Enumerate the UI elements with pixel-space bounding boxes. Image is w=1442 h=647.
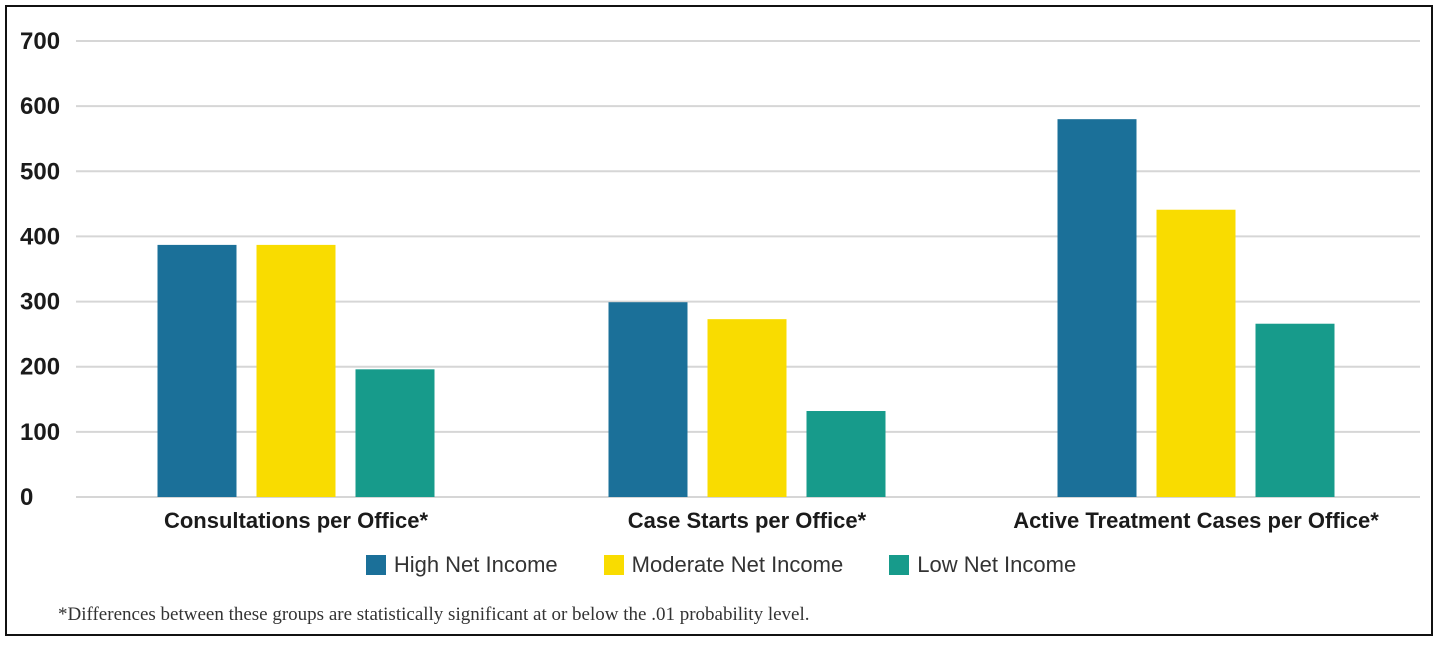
- bar: [806, 411, 886, 497]
- x-axis: Consultations per Office* Case Starts per…: [164, 508, 1379, 533]
- bar: [1156, 209, 1236, 497]
- legend-swatch-high: [365, 555, 386, 575]
- footnote: *Differences between these groups are st…: [58, 604, 810, 625]
- x-category-label: Case Starts per Office*: [628, 508, 867, 533]
- bars: [157, 119, 1335, 498]
- bar: [608, 302, 688, 497]
- bar: [256, 244, 336, 497]
- bar: [157, 244, 237, 497]
- y-tick-label: 300: [20, 289, 60, 316]
- legend-label-low: Low Net Income: [917, 552, 1077, 577]
- y-axis: 0 100 200 300 400 500 600 700: [20, 28, 60, 511]
- legend-item-high: High Net Income: [365, 552, 558, 578]
- legend-item-moderate: Moderate Net Income: [603, 552, 844, 578]
- legend-label-moderate: Moderate Net Income: [631, 552, 844, 577]
- x-category-label: Active Treatment Cases per Office*: [1013, 508, 1379, 533]
- y-tick-label: 500: [20, 158, 60, 185]
- y-tick-label: 200: [20, 354, 60, 381]
- bar: [355, 369, 435, 497]
- bar: [707, 319, 787, 497]
- legend: High Net Income Moderate Net Income Low …: [0, 550, 1442, 580]
- bar: [1057, 119, 1137, 498]
- y-tick-label: 400: [20, 223, 60, 250]
- legend-swatch-moderate: [603, 555, 624, 575]
- bar: [1255, 323, 1335, 497]
- bar-chart: 0 100 200 300 400 500 600 700 Consultations per…: [20, 28, 1420, 533]
- y-tick-label: 100: [20, 419, 60, 446]
- legend-item-low: Low Net Income: [889, 552, 1076, 578]
- y-tick-label: 0: [20, 484, 33, 511]
- y-tick-label: 600: [20, 93, 60, 120]
- x-category-label: Consultations per Office*: [164, 508, 428, 533]
- legend-swatch-low: [889, 555, 910, 575]
- legend-label-high: High Net Income: [393, 552, 558, 577]
- y-tick-label: 700: [20, 28, 60, 55]
